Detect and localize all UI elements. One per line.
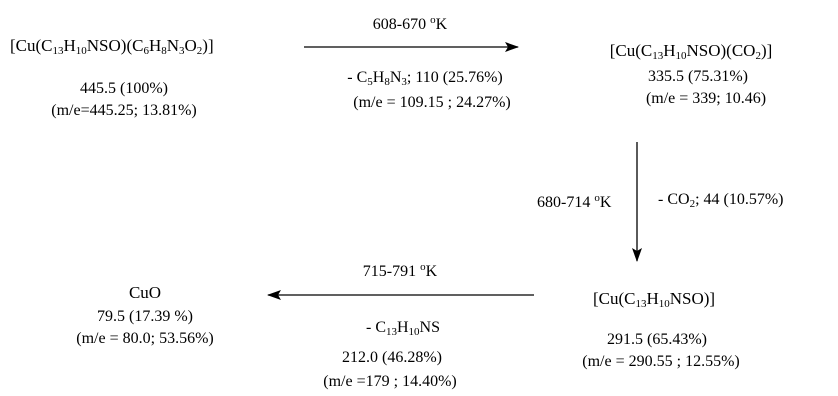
step1-me: (m/e = 339; 10.46) <box>645 90 767 107</box>
start-me: (m/e=445.25; 13.81%) <box>51 102 197 119</box>
t1-loss: - C5H8N3; 110 (25.76%) <box>347 69 503 88</box>
step2-me: (m/e = 290.55 ; 12.55%) <box>582 353 740 370</box>
start-formula: [Cu(C13H10NSO)(C6H8N3O2)] <box>10 36 214 57</box>
step2-mass: 291.5 (65.43%) <box>607 331 707 348</box>
step1-formula: [Cu(C13H10NSO)(CO2)] <box>609 41 773 62</box>
final-formula: CuO <box>128 283 162 302</box>
t1-me: (m/e = 109.15 ; 24.27%) <box>353 94 511 111</box>
t3-mass: 212.0 (46.28%) <box>342 349 442 366</box>
t2-loss: - CO2; 44 (10.57%) <box>658 191 784 210</box>
final-mass: 79.5 (17.39 %) <box>97 308 193 325</box>
start-mass: 445.5 (100%) <box>80 80 168 97</box>
t1-temp: 608-670 oK <box>372 14 448 34</box>
final-me: (m/e = 80.0; 53.56%) <box>76 330 214 347</box>
step2-formula: [Cu(C13H10NSO)] <box>592 289 716 310</box>
t3-loss: - C13H10NS <box>365 319 441 338</box>
step1-mass: 335.5 (75.31%) <box>648 68 748 85</box>
t3-temp: 715-791 oK <box>362 261 438 281</box>
t3-me: (m/e =179 ; 14.40%) <box>323 373 457 390</box>
t2-temp: 680-714 oK <box>537 192 612 212</box>
